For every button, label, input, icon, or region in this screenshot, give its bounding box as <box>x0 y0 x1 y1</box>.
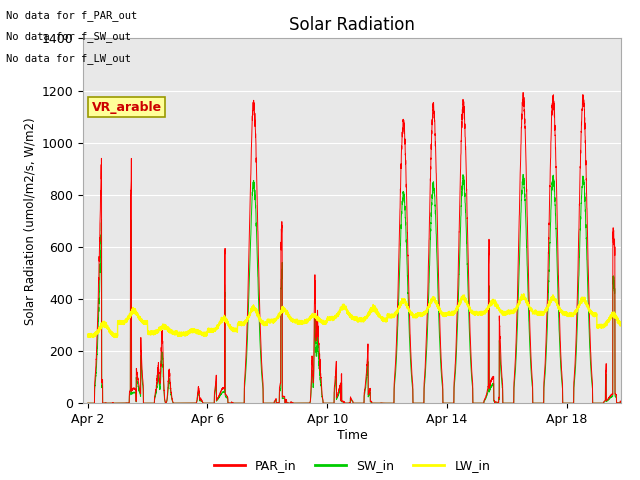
X-axis label: Time: Time <box>337 429 367 442</box>
Legend: PAR_in, SW_in, LW_in: PAR_in, SW_in, LW_in <box>209 454 495 477</box>
Y-axis label: Solar Radiation (umol/m2/s, W/m2): Solar Radiation (umol/m2/s, W/m2) <box>23 117 36 324</box>
Text: No data for f_LW_out: No data for f_LW_out <box>6 53 131 64</box>
Title: Solar Radiation: Solar Radiation <box>289 16 415 34</box>
Text: No data for f_SW_out: No data for f_SW_out <box>6 31 131 42</box>
Text: VR_arable: VR_arable <box>92 101 162 114</box>
Text: No data for f_PAR_out: No data for f_PAR_out <box>6 10 138 21</box>
